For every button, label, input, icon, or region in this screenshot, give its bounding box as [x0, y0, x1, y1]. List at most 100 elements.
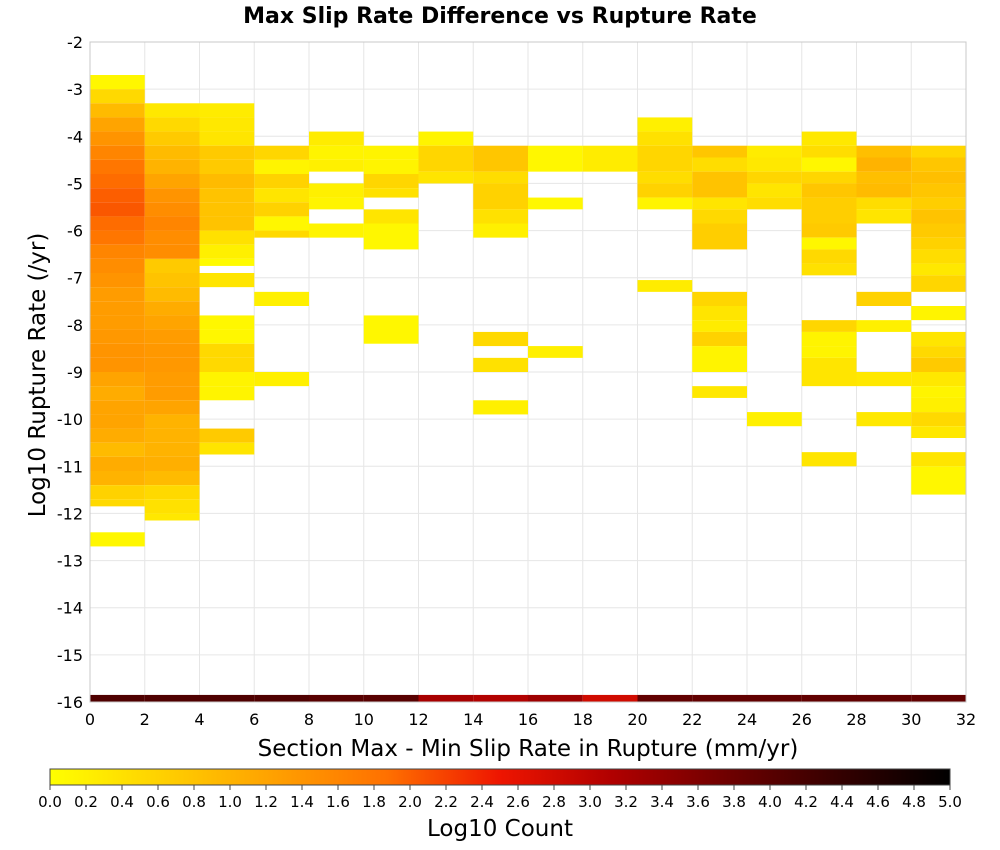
- heatmap-cell: [911, 209, 966, 224]
- heatmap-cell: [692, 291, 747, 306]
- y-axis-ticks: -2 -3 -4 -5 -6 -7 -8 -9 -10 -11 -12 -13 -14 -15 -16: [57, 33, 83, 712]
- heatmap-cell-bottom-row: [199, 694, 255, 702]
- heatmap-cell: [911, 386, 966, 398]
- heatmap-cell: [911, 372, 966, 387]
- heatmap-cell: [144, 287, 200, 302]
- heatmap-cell: [911, 197, 966, 210]
- heatmap-cell: [528, 145, 583, 172]
- heatmap-cell: [144, 372, 200, 387]
- colorbar-tick-label: 4.4: [830, 793, 854, 811]
- heatmap-cell: [473, 331, 528, 347]
- heatmap-cell: [692, 157, 747, 172]
- heatmap-cell: [637, 117, 693, 132]
- heatmap-cell: [801, 131, 857, 146]
- colorbar-tick-label: 2.2: [434, 793, 458, 811]
- colorbar: [49, 768, 951, 786]
- heatmap-cell: [309, 183, 364, 198]
- heatmap-cell: [90, 89, 145, 104]
- colorbar-tick-label: 4.2: [794, 793, 818, 811]
- heatmap-cell: [637, 171, 693, 184]
- heatmap-cell: [90, 485, 145, 500]
- heatmap-cell: [747, 197, 802, 210]
- heatmap-cell: [144, 145, 200, 160]
- heatmap-cell: [637, 183, 693, 198]
- heatmap-cell: [199, 329, 255, 344]
- heatmap-cell: [90, 499, 145, 507]
- colorbar-tick-label: 0.8: [182, 793, 206, 811]
- heatmap-cell: [144, 499, 200, 514]
- heatmap-cell: [144, 485, 200, 500]
- heatmap-cell: [90, 532, 145, 547]
- heatmap-cell: [90, 357, 145, 372]
- x-tick-label: 22: [682, 710, 702, 729]
- heatmap-cell: [144, 188, 200, 203]
- heatmap-cell: [254, 202, 309, 217]
- heatmap-cell: [144, 131, 200, 146]
- heatmap-cell: [418, 171, 474, 184]
- heatmap-cell: [90, 315, 145, 330]
- heatmap-cell: [90, 258, 145, 273]
- colorbar-tick-label: 1.8: [362, 793, 386, 811]
- heatmap-cell: [90, 230, 145, 245]
- x-tick-label: 16: [518, 710, 538, 729]
- x-tick-label: 28: [846, 710, 866, 729]
- x-tick-label: 20: [627, 710, 647, 729]
- heatmap-cell: [144, 230, 200, 245]
- heatmap-cell: [747, 145, 802, 158]
- heatmap-cell: [254, 216, 309, 231]
- y-tick-label: -11: [57, 457, 83, 476]
- heatmap-cell: [144, 315, 200, 330]
- heatmap-cell: [692, 346, 747, 372]
- heatmap-cell: [90, 372, 145, 387]
- heatmap-cell: [90, 145, 145, 160]
- heatmap-cell: [856, 320, 912, 332]
- colorbar-tick-label: 2.8: [542, 793, 566, 811]
- heatmap-cell: [801, 452, 857, 467]
- heatmap-cell: [144, 428, 200, 443]
- heatmap-cell: [363, 174, 419, 189]
- colorbar-tick-label: 5.0: [938, 793, 962, 811]
- heatmap-cell: [911, 275, 966, 292]
- colorbar-tick-label: 3.8: [722, 793, 746, 811]
- x-tick-label: 4: [194, 710, 204, 729]
- heatmap-cell: [856, 171, 912, 184]
- x-tick-label: 6: [249, 710, 259, 729]
- heatmap-cell: [911, 145, 966, 158]
- colorbar-tick-label: 3.4: [650, 793, 674, 811]
- chart-title: Max Slip Rate Difference vs Rupture Rate: [243, 4, 757, 29]
- heatmap-cell-bottom-row: [418, 694, 474, 702]
- heatmap-cell: [692, 306, 747, 321]
- heatmap-cell: [144, 400, 200, 415]
- y-tick-label: -9: [67, 363, 83, 382]
- heatmap-cell: [144, 103, 200, 118]
- heatmap-cell: [528, 346, 583, 358]
- heatmap-cell: [856, 291, 912, 306]
- heatmap-cell: [199, 372, 255, 387]
- heatmap-cell: [363, 188, 419, 198]
- heatmap-cell: [473, 145, 528, 172]
- heatmap-cell-bottom-row: [309, 694, 364, 702]
- y-tick-label: -5: [67, 174, 83, 193]
- heatmap-cell: [90, 442, 145, 457]
- x-tick-label: 26: [792, 710, 812, 729]
- heatmap-cell: [418, 131, 474, 146]
- heatmap-cell: [199, 145, 255, 160]
- heatmap-cell-bottom-row: [473, 694, 528, 702]
- heatmap-cell: [747, 412, 802, 427]
- heatmap-cell-bottom-row: [363, 694, 419, 702]
- heatmap-cell: [144, 174, 200, 189]
- heatmap-cell: [199, 273, 255, 288]
- colorbar-tick-label: 2.6: [506, 793, 530, 811]
- heatmap-cell: [144, 456, 200, 471]
- x-tick-label: 10: [354, 710, 374, 729]
- colorbar-tick-label: 0.2: [74, 793, 98, 811]
- y-tick-label: -10: [57, 410, 83, 429]
- heatmap-cell: [309, 159, 364, 172]
- heatmap-cell: [473, 223, 528, 238]
- heatmap-cell: [801, 331, 857, 347]
- heatmap-cell: [363, 209, 419, 224]
- y-tick-label: -2: [67, 33, 83, 52]
- heatmap-cell: [309, 131, 364, 146]
- heatmap-cell: [144, 329, 200, 344]
